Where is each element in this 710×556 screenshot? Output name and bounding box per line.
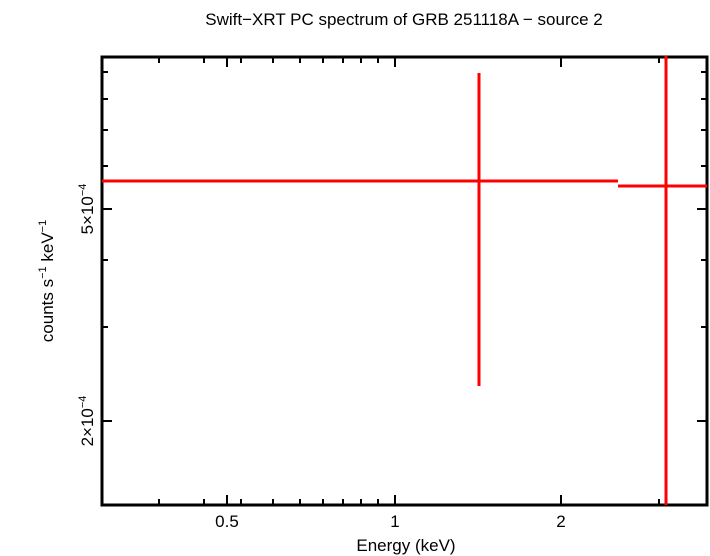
x-axis-label: Energy (keV) <box>356 536 455 555</box>
y-tick-label-2e-4: 2×10−4 <box>77 396 97 447</box>
y-axis-label: counts s−1 keV−1 <box>37 220 57 342</box>
x-tick-label-2: 2 <box>556 512 565 531</box>
y-tick-label-5e-4: 5×10−4 <box>77 184 97 235</box>
x-ticks-bottom <box>158 495 660 505</box>
x-tick-label-0.5: 0.5 <box>215 512 239 531</box>
data-point-1 <box>102 73 618 386</box>
y-ticks-right <box>697 71 707 422</box>
y-ticks-left <box>102 71 112 422</box>
plot-frame <box>100 55 709 507</box>
chart-title: Swift−XRT PC spectrum of GRB 251118A − s… <box>205 10 603 29</box>
x-ticks-top <box>158 57 660 67</box>
data-series <box>102 56 707 505</box>
data-point-2 <box>618 56 707 505</box>
x-tick-label-1: 1 <box>390 512 399 531</box>
